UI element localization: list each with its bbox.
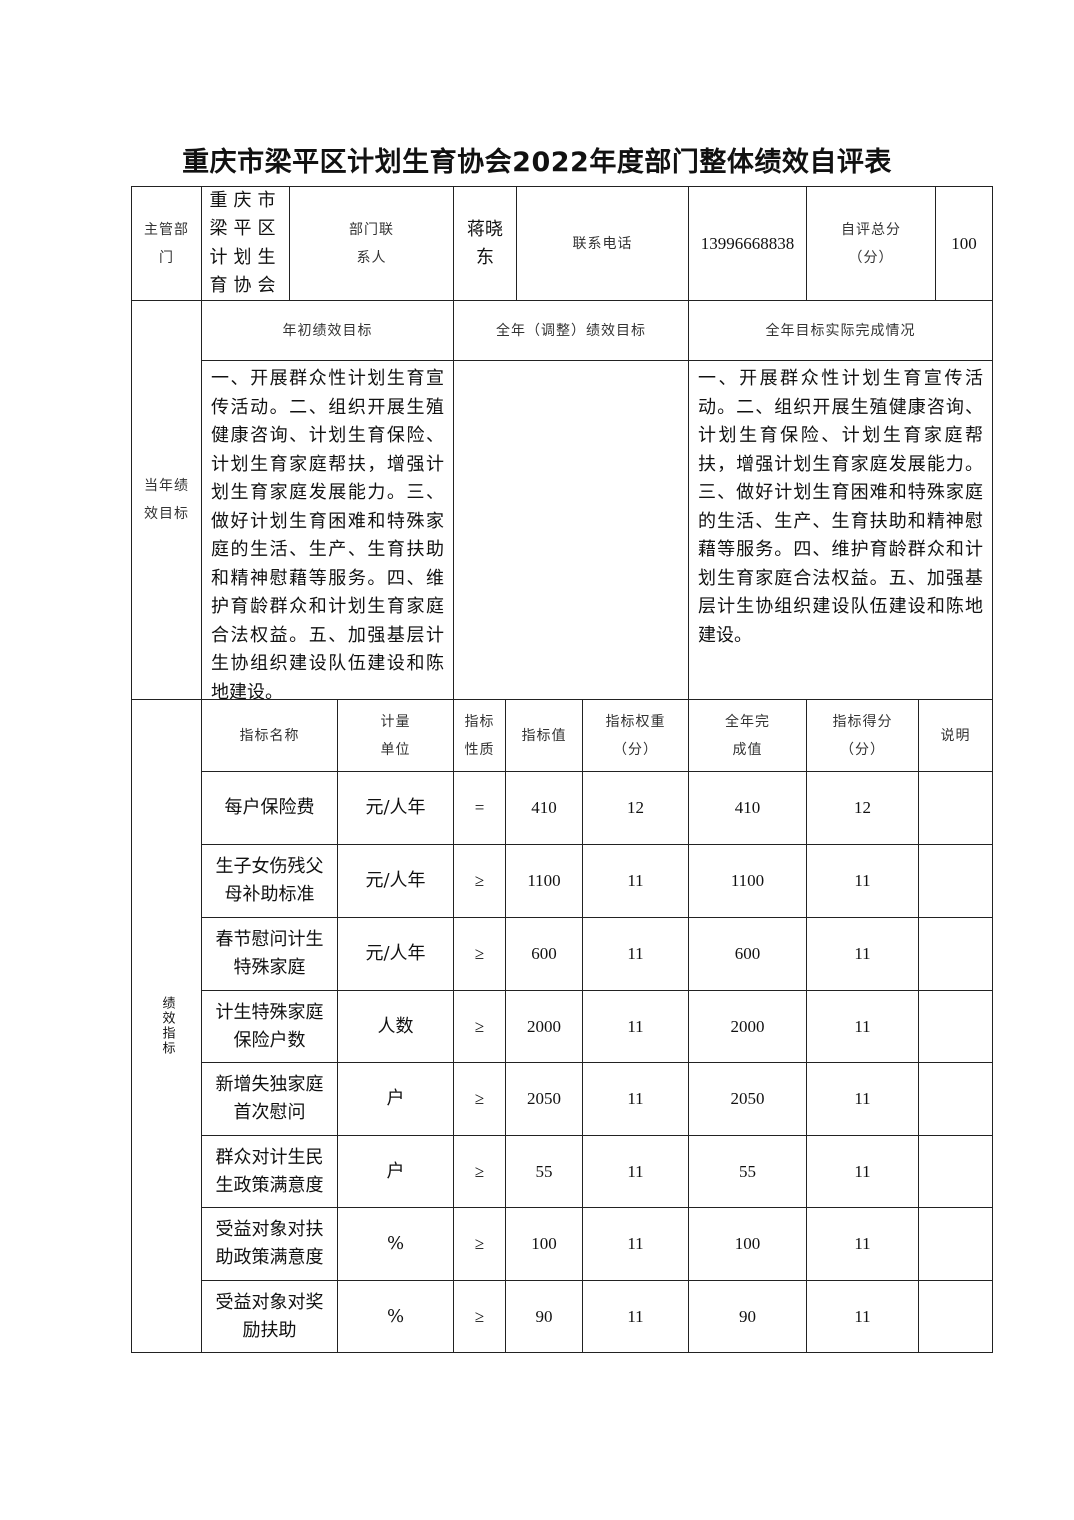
phone-label: 联系电话 [516,186,689,301]
table-cell: 11 [582,1062,689,1136]
indicator-name: 群众对计生民生政策满意度 [201,1135,338,1208]
table-cell: ≥ [453,1135,506,1208]
column-header: 计量单位 [337,699,454,772]
table-cell [918,1062,993,1136]
indicator-name: 生子女伤残父母补助标准 [201,844,338,918]
table-cell [918,1135,993,1208]
column-header: 说明 [918,699,993,772]
page-title: 重庆市梁平区计划生育协会2022年度部门整体绩效自评表 [182,147,892,178]
indicator-name: 每户保险费 [201,771,338,845]
actual-goal-header: 全年目标实际完成情况 [688,300,993,361]
table-cell: 元/人年 [337,917,454,991]
goals-section-label: 当年绩效目标 [131,300,202,700]
table-cell: 2000 [505,990,583,1063]
table-cell: 100 [505,1207,583,1281]
indicator-name: 计生特殊家庭保险户数 [201,990,338,1063]
table-cell [918,844,993,918]
table-cell: 11 [806,1135,919,1208]
table-cell: 11 [806,1062,919,1136]
score-value: 100 [935,186,993,301]
phone-value: 13996668838 [688,186,807,301]
actual-goal-text: 一、开展群众性计划生育宣传活动。二、组织开展生殖健康咨询、计划生育保险、计划生育… [688,360,993,700]
table-cell: ≥ [453,844,506,918]
table-cell: 12 [806,771,919,845]
table-cell: 11 [806,1207,919,1281]
indicator-name: 新增失独家庭首次慰问 [201,1062,338,1136]
table-cell: 11 [582,1280,689,1353]
column-header: 全年完成值 [688,699,807,772]
table-cell: 90 [688,1280,807,1353]
table-cell: 元/人年 [337,844,454,918]
column-header: 指标值 [505,699,583,772]
table-cell: 2000 [688,990,807,1063]
table-cell: 90 [505,1280,583,1353]
indicator-name: 受益对象对奖励扶助 [201,1280,338,1353]
dept-label: 主管部门 [131,186,202,301]
table-cell [918,1280,993,1353]
table-cell: 55 [688,1135,807,1208]
table-cell: % [337,1207,454,1281]
table-cell: = [453,771,506,845]
table-cell: 410 [688,771,807,845]
score-label: 自评总分（分） [806,186,936,301]
table-cell: 600 [505,917,583,991]
adjusted-goal-header: 全年（调整）绩效目标 [453,300,689,361]
indicator-name: 受益对象对扶助政策满意度 [201,1207,338,1281]
table-cell [918,771,993,845]
table-cell: 11 [582,917,689,991]
table-cell [918,1207,993,1281]
adjusted-goal-text [453,360,689,700]
indicators-section-label: 绩效指标 [159,996,175,1056]
dept-value: 重庆市梁平区计划生育协会 [201,186,290,301]
table-cell: 55 [505,1135,583,1208]
table-cell: 11 [582,1207,689,1281]
table-cell: 11 [582,844,689,918]
table-cell [918,990,993,1063]
column-header: 指标性质 [453,699,506,772]
table-cell: 11 [582,1135,689,1208]
indicators-section: 绩效指标 [131,699,202,1353]
initial-goal-text: 一、开展群众性计划生育宣传活动。二、组织开展生殖健康咨询、计划生育保险、计划生育… [201,360,454,700]
table-cell: 户 [337,1135,454,1208]
table-cell: 11 [806,990,919,1063]
contact-label: 部门联系人 [289,186,454,301]
contact-value: 蒋晓东 [453,186,517,301]
table-cell: 元/人年 [337,771,454,845]
table-cell: ≥ [453,917,506,991]
table-cell: 11 [806,917,919,991]
column-header: 指标得分（分） [806,699,919,772]
table-cell: 410 [505,771,583,845]
table-cell: 2050 [505,1062,583,1136]
table-cell: ≥ [453,990,506,1063]
table-cell: ≥ [453,1280,506,1353]
table-cell [918,917,993,991]
table-cell: 1100 [688,844,807,918]
initial-goal-header: 年初绩效目标 [201,300,454,361]
table-cell: 11 [806,844,919,918]
table-cell: ≥ [453,1062,506,1136]
table-cell: 11 [582,990,689,1063]
table-cell: 人数 [337,990,454,1063]
indicator-name: 春节慰问计生特殊家庭 [201,917,338,991]
table-cell: 1100 [505,844,583,918]
table-cell: 户 [337,1062,454,1136]
table-cell: % [337,1280,454,1353]
table-cell: 12 [582,771,689,845]
table-cell: 2050 [688,1062,807,1136]
column-header: 指标权重（分） [582,699,689,772]
table-cell: 11 [806,1280,919,1353]
column-header: 指标名称 [201,699,338,772]
table-cell: 100 [688,1207,807,1281]
table-cell: 600 [688,917,807,991]
table-cell: ≥ [453,1207,506,1281]
